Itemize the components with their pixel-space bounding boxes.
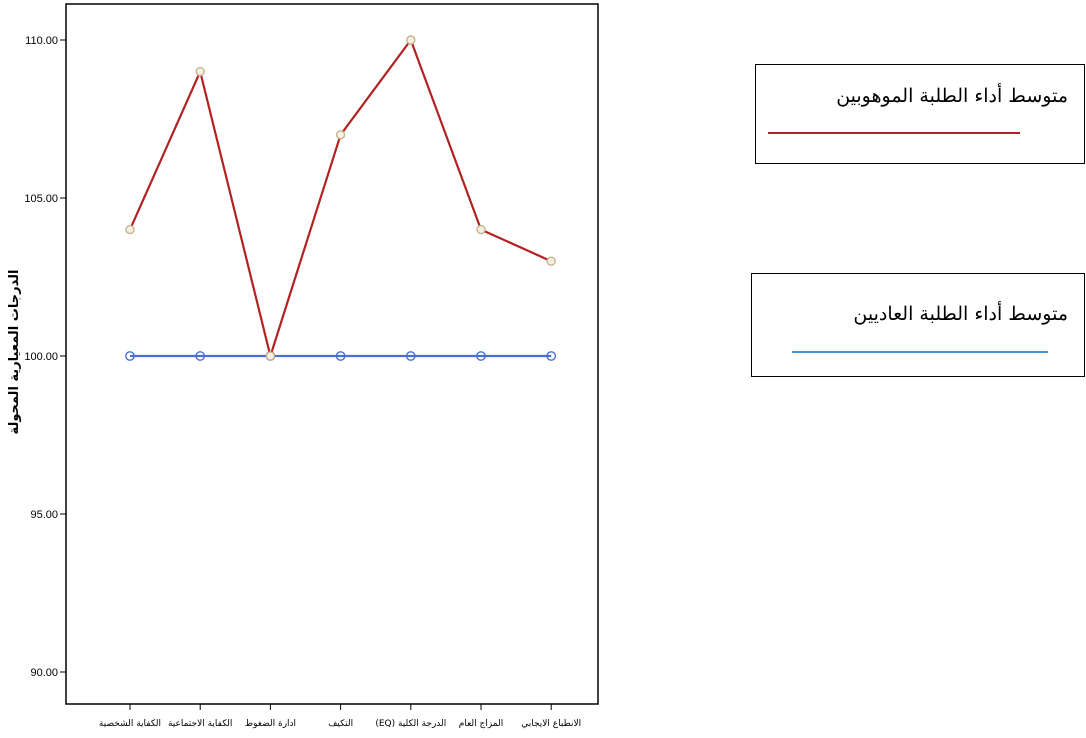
y-tick-label: 110.00 <box>25 35 58 47</box>
data-point-regular <box>195 351 206 361</box>
x-tick-label: التكيف <box>328 719 353 729</box>
x-tick-label: الانطباع الايجابي <box>521 719 581 729</box>
legend-label-gifted: متوسط أداء الطلبة الموهوبين <box>836 85 1068 107</box>
legend-box-gifted: متوسط أداء الطلبة الموهوبين <box>755 64 1085 164</box>
data-point-gifted <box>195 66 205 77</box>
data-point-regular <box>335 351 346 361</box>
series-layer <box>125 35 557 361</box>
legend-swatch-regular <box>792 351 1048 353</box>
data-point-gifted <box>265 351 276 361</box>
legend-box-regular: متوسط أداء الطلبة العاديين <box>751 273 1085 377</box>
data-point-gifted <box>546 256 556 266</box>
y-tick-label: 105.00 <box>24 193 58 205</box>
data-point-regular <box>546 351 557 361</box>
x-axis: الكفاية الشخصية الكفاية الاجتماعية ادارة ا… <box>99 704 581 729</box>
data-point-gifted <box>125 224 135 235</box>
legend-swatch-gifted <box>768 132 1020 134</box>
y-tick-label: 100.00 <box>24 351 58 363</box>
data-point-gifted <box>406 35 416 45</box>
y-tick-label: 95.00 <box>30 509 58 521</box>
data-point-gifted <box>476 224 486 235</box>
legend-label-regular: متوسط أداء الطلبة العاديين <box>853 303 1068 325</box>
y-tick-label: 90.00 <box>30 667 58 679</box>
data-point-regular <box>405 351 416 361</box>
x-tick-label: الكفاية الشخصية <box>99 719 161 729</box>
y-axis: 90.00 95.00 100.00 105.00 110.00 <box>24 35 66 679</box>
x-tick-label: الكفاية الاجتماعية <box>168 719 232 729</box>
data-point-regular <box>476 351 486 361</box>
y-axis-label: الدرجات المعيارية المحولة <box>7 270 22 435</box>
data-point-regular <box>125 351 135 361</box>
x-tick-label: ادارة الضغوط <box>245 719 296 729</box>
x-tick-label: المزاج العام <box>459 719 503 729</box>
x-tick-label: الدرجة الكلية (EQ) <box>375 719 446 729</box>
plot-area-frame <box>65 3 599 705</box>
data-point-gifted <box>335 130 346 140</box>
